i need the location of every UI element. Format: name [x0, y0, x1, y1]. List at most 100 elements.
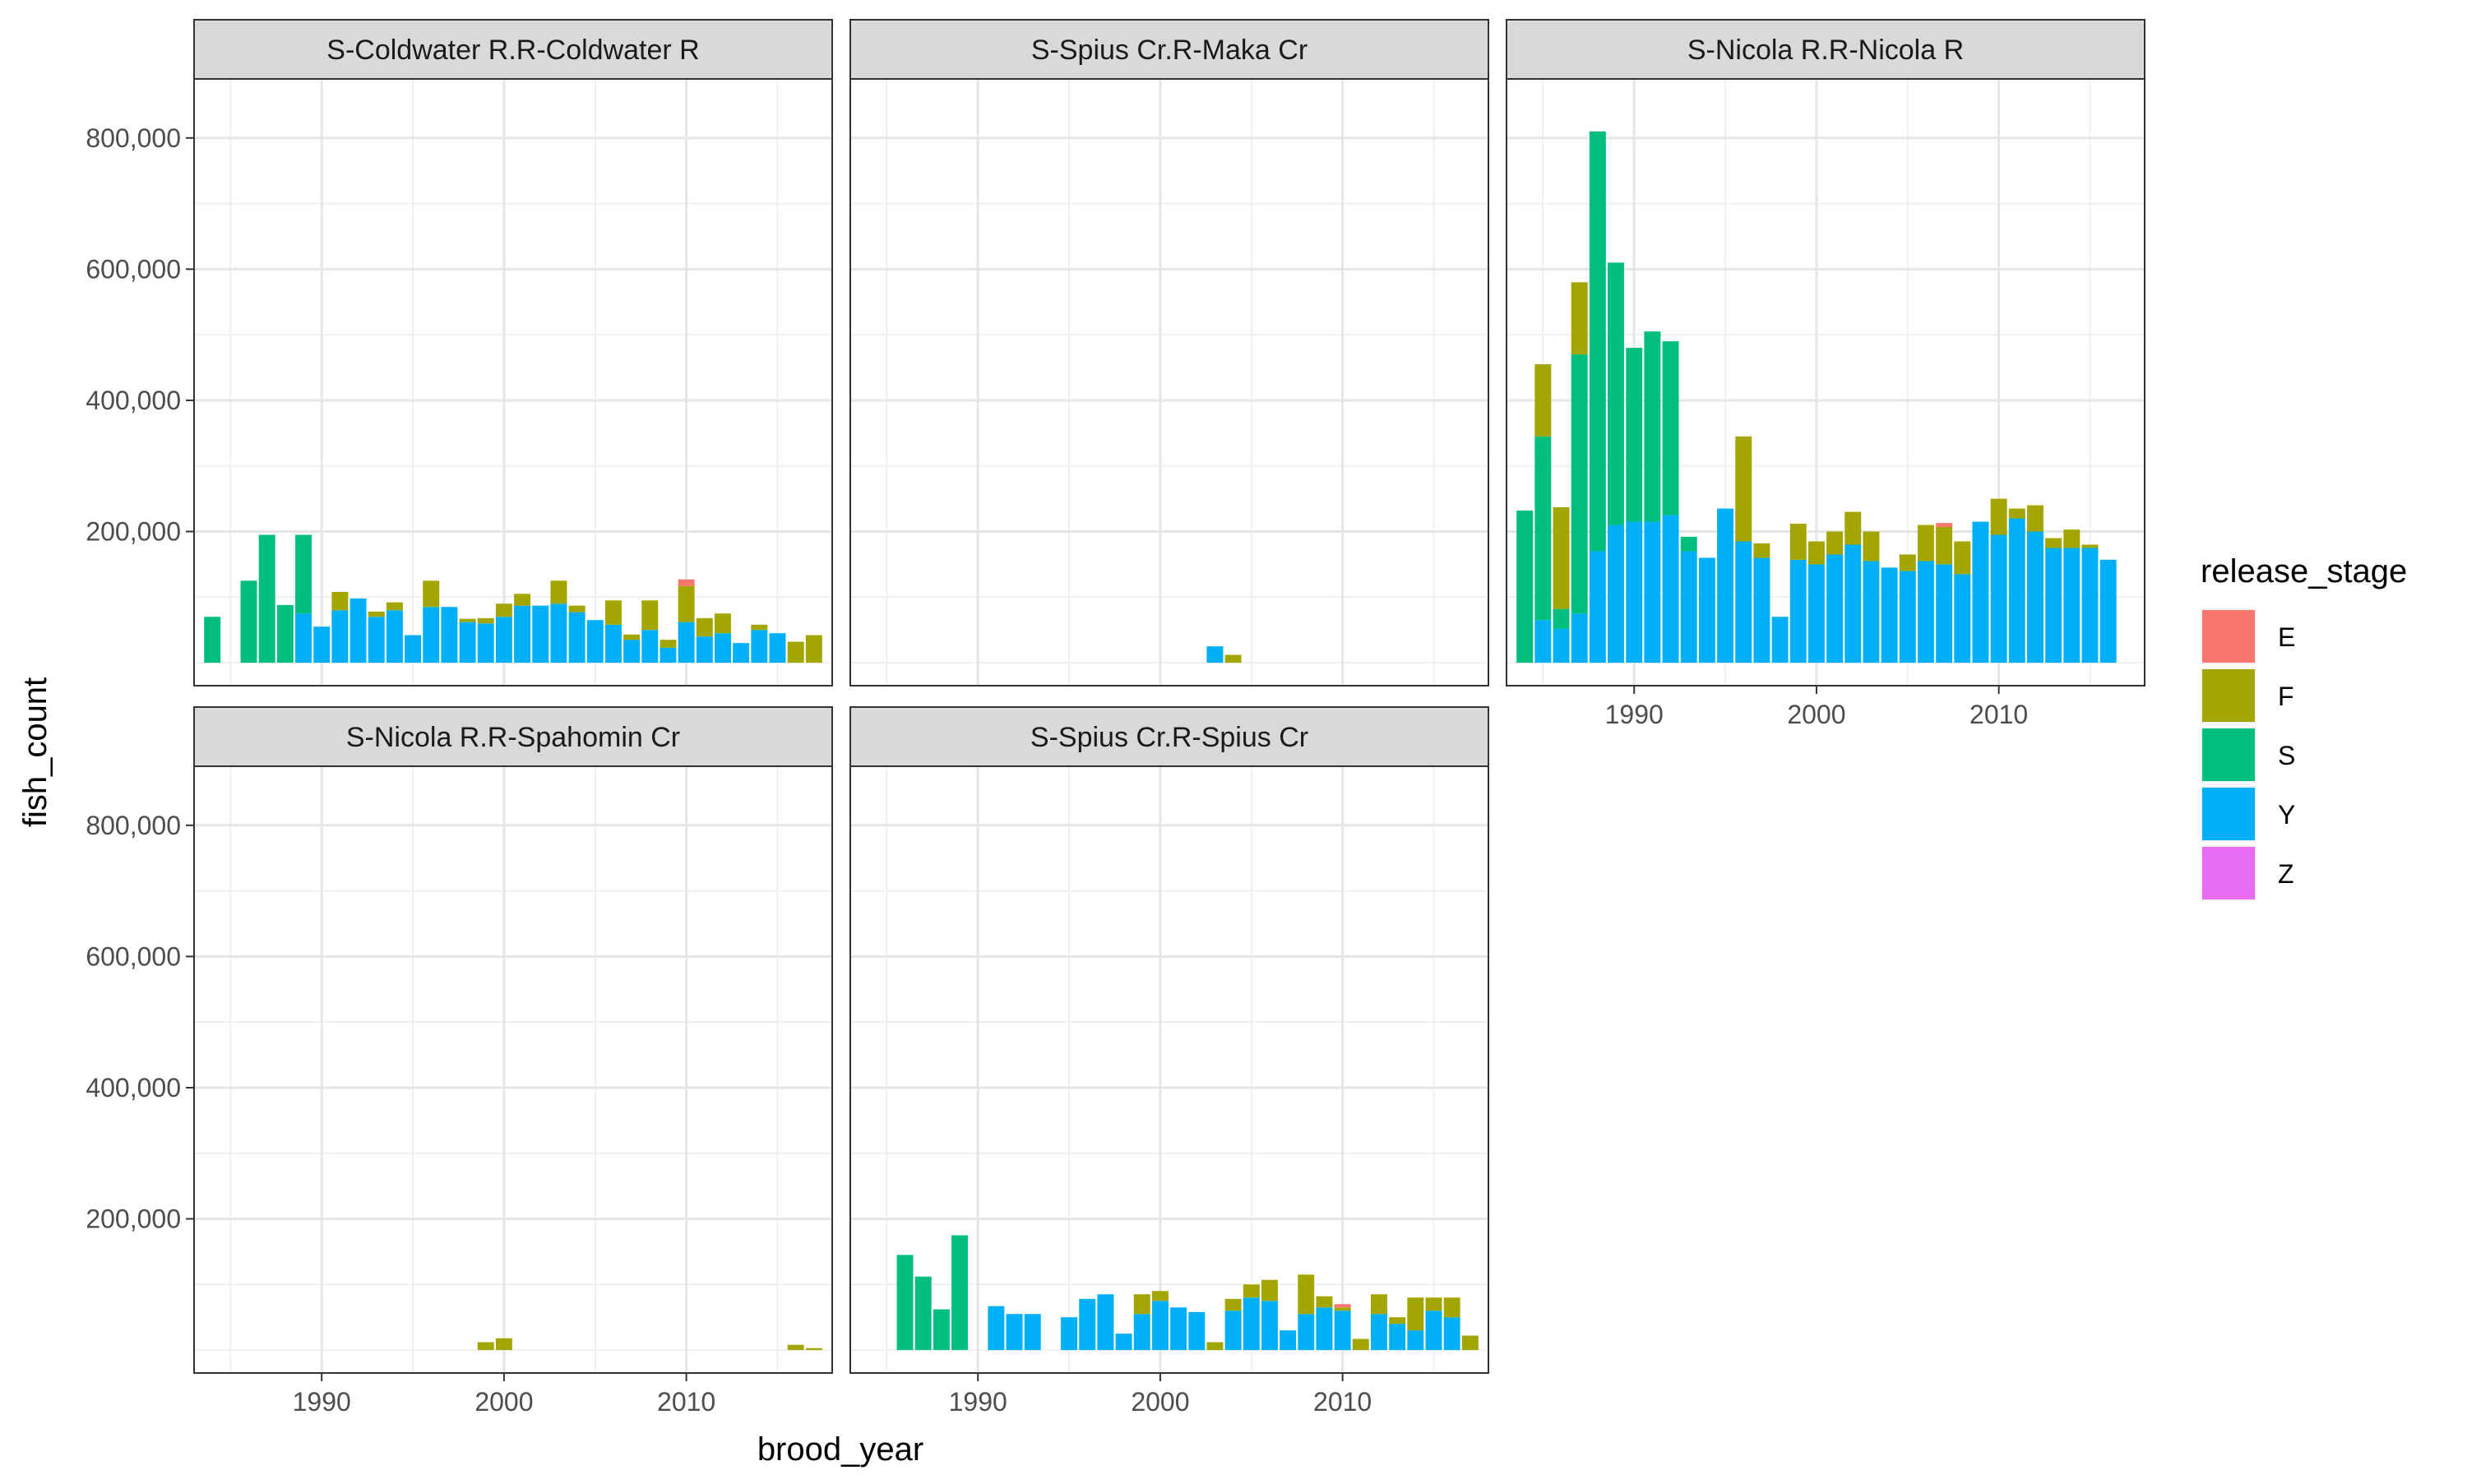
- facet-title: S-Spius Cr.R-Spius Cr: [1030, 722, 1308, 753]
- bar-segment-Y: [604, 624, 622, 663]
- bar-segment-Y: [1571, 613, 1588, 663]
- bar-segment-Y: [1425, 1311, 1442, 1351]
- bar-segment-Y: [1881, 567, 1898, 663]
- legend-label: Z: [2278, 859, 2294, 889]
- legend-label: F: [2278, 682, 2294, 711]
- bar-segment-F: [514, 594, 531, 606]
- bar-segment-F: [696, 617, 713, 637]
- bar-segment-F: [1789, 523, 1807, 560]
- bar-segment-S: [951, 1235, 969, 1351]
- bar-segment-Y: [1807, 564, 1825, 663]
- bar-segment-Y: [514, 605, 531, 663]
- bar-segment-Y: [1097, 1294, 1114, 1351]
- panel-border: [849, 765, 1489, 1374]
- bar-segment-Y: [331, 610, 349, 663]
- bar-segment-Y: [1717, 508, 1734, 663]
- bar-segment-F: [1936, 526, 1953, 565]
- bar-segment-Y: [2008, 518, 2025, 663]
- y-tick-label: 200,000: [86, 1204, 181, 1234]
- bar-segment-Y: [1316, 1307, 1333, 1351]
- bar-segment-Y: [1771, 617, 1789, 663]
- bar-segment-Y: [1844, 544, 1862, 663]
- bar-segment-Y: [1954, 574, 1971, 663]
- x-tick-label: 2000: [1131, 1387, 1189, 1417]
- bar-segment-F: [495, 1338, 512, 1351]
- bar-segment-Y: [568, 612, 586, 663]
- bar-segment-F: [678, 585, 695, 622]
- bar-segment-Y: [405, 635, 422, 663]
- bar-segment-F: [1425, 1297, 1442, 1311]
- bar-segment-F: [2026, 505, 2043, 532]
- legend-key-E: [2202, 610, 2255, 663]
- bar-segment-S: [240, 580, 257, 663]
- x-tick-label: 2010: [1313, 1387, 1372, 1417]
- bar-segment-F: [568, 605, 586, 613]
- bar-segment-F: [1133, 1294, 1150, 1315]
- bar-segment-Y: [1553, 628, 1570, 663]
- bar-segment-Y: [495, 617, 512, 663]
- bar-segment-F: [1461, 1335, 1479, 1351]
- bar-segment-F: [477, 1342, 494, 1351]
- bar-segment-Y: [2063, 548, 2081, 663]
- bar-segment-S: [1589, 131, 1606, 552]
- bar-segment-Y: [1644, 521, 1661, 663]
- x-tick-label: 2000: [1787, 700, 1845, 729]
- legend-key-S: [2202, 728, 2255, 781]
- facet-title: S-Coldwater R.R-Coldwater R: [326, 35, 699, 66]
- bar-segment-F: [1224, 1298, 1242, 1311]
- bar-segment-Y: [1151, 1301, 1169, 1351]
- plot-background: [850, 79, 1488, 686]
- bar-segment-Y: [660, 647, 677, 663]
- bar-segment-Y: [423, 607, 440, 663]
- bar-segment-F: [1243, 1284, 1260, 1298]
- bar-segment-F: [550, 580, 567, 604]
- bar-segment-F: [714, 613, 731, 634]
- bar-segment-S: [258, 534, 275, 663]
- bar-segment-Y: [477, 623, 494, 663]
- plot-background: [194, 766, 832, 1373]
- bar-segment-F: [1261, 1279, 1278, 1301]
- bar-segment-Y: [1534, 620, 1552, 663]
- legend-key-Y: [2202, 788, 2255, 840]
- bar-segment-F: [2063, 529, 2081, 548]
- bar-segment-S: [933, 1309, 950, 1351]
- bar-segment-F: [1389, 1317, 1406, 1325]
- facet-strip: [849, 706, 1489, 767]
- bar-segment-Y: [1206, 646, 1224, 663]
- bar-segment-S: [1680, 536, 1697, 552]
- bar-segment-Y: [2026, 531, 2043, 663]
- bar-segment-Y: [550, 603, 567, 663]
- bar-segment-Y: [1298, 1314, 1315, 1351]
- y-tick-label: 600,000: [86, 254, 181, 284]
- bar-segment-Y: [441, 607, 458, 663]
- legend-label: Y: [2278, 800, 2295, 830]
- bar-segment-F: [2045, 538, 2062, 548]
- y-tick-label: 600,000: [86, 941, 181, 971]
- y-tick-label: 800,000: [86, 123, 181, 153]
- bar-segment-F: [1863, 531, 1880, 562]
- y-tick-label: 200,000: [86, 517, 181, 547]
- facet-panel: S-Nicola R.R-Nicola R 1990 2000 2010: [1506, 19, 2145, 729]
- facet-title: S-Nicola R.R-Spahomin Cr: [346, 722, 680, 753]
- bar-segment-F: [1826, 531, 1844, 555]
- bar-segment-S: [1608, 262, 1625, 525]
- bar-segment-Y: [1698, 557, 1715, 663]
- bar-segment-F: [751, 624, 768, 631]
- bar-segment-Y: [368, 617, 385, 663]
- bar-segment-F: [1298, 1274, 1315, 1315]
- bar-segment-Y: [2099, 559, 2117, 663]
- facet-strip: [193, 19, 833, 80]
- bar-segment-Y: [1243, 1297, 1260, 1351]
- bar-segment-Y: [988, 1306, 1005, 1351]
- bar-segment-Y: [1061, 1317, 1078, 1351]
- bar-segment-F: [1753, 543, 1770, 558]
- legend-label: S: [2278, 741, 2295, 770]
- bar-segment-S: [1644, 331, 1661, 522]
- bar-segment-S: [1534, 436, 1552, 621]
- bar-segment-F: [805, 1348, 822, 1351]
- bar-segment-F: [331, 591, 349, 611]
- plot-background: [850, 766, 1488, 1373]
- bar-segment-Y: [1224, 1311, 1242, 1351]
- bar-segment-F: [1735, 436, 1752, 542]
- bar-segment-Y: [1079, 1298, 1096, 1351]
